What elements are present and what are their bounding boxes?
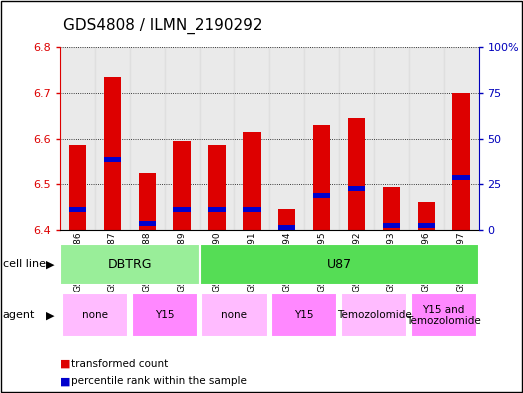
Bar: [348, 118, 365, 230]
Bar: [452, 93, 470, 230]
Bar: [417, 202, 435, 230]
Bar: [200, 244, 479, 285]
Bar: [200, 47, 234, 230]
Bar: [95, 47, 130, 230]
Text: U87: U87: [326, 258, 351, 271]
Bar: [208, 207, 226, 212]
Bar: [444, 47, 479, 230]
Bar: [62, 293, 128, 338]
Text: percentile rank within the sample: percentile rank within the sample: [71, 376, 246, 386]
Text: ■: ■: [60, 358, 71, 369]
Bar: [271, 293, 337, 338]
Bar: [374, 47, 409, 230]
Text: none: none: [221, 310, 247, 320]
Text: Temozolomide: Temozolomide: [337, 310, 411, 320]
Text: DBTRG: DBTRG: [108, 258, 152, 271]
Bar: [60, 244, 200, 285]
Bar: [383, 223, 400, 228]
Bar: [174, 207, 191, 212]
Bar: [243, 207, 260, 212]
Text: cell line: cell line: [3, 259, 46, 269]
Bar: [139, 173, 156, 230]
Bar: [132, 293, 198, 338]
Bar: [69, 145, 86, 230]
Bar: [269, 47, 304, 230]
Bar: [411, 293, 477, 338]
Bar: [339, 47, 374, 230]
Bar: [313, 193, 331, 198]
Bar: [130, 47, 165, 230]
Bar: [104, 156, 121, 162]
Bar: [304, 47, 339, 230]
Bar: [201, 293, 268, 338]
Bar: [278, 209, 295, 230]
Text: none: none: [82, 310, 108, 320]
Bar: [417, 223, 435, 228]
Bar: [278, 225, 295, 230]
Bar: [165, 47, 200, 230]
Text: transformed count: transformed count: [71, 358, 168, 369]
Text: ▶: ▶: [47, 259, 55, 269]
Bar: [234, 47, 269, 230]
Bar: [341, 293, 407, 338]
Text: ■: ■: [60, 376, 71, 386]
Text: Y15: Y15: [155, 310, 175, 320]
Bar: [60, 47, 95, 230]
Bar: [139, 220, 156, 226]
Bar: [174, 141, 191, 230]
Text: Y15 and
Temozolomide: Y15 and Temozolomide: [406, 305, 481, 326]
Bar: [69, 207, 86, 212]
Bar: [208, 145, 226, 230]
Bar: [348, 186, 365, 191]
Text: agent: agent: [3, 310, 35, 320]
Bar: [313, 125, 331, 230]
Bar: [409, 47, 444, 230]
Text: GDS4808 / ILMN_2190292: GDS4808 / ILMN_2190292: [63, 18, 262, 34]
Bar: [104, 77, 121, 230]
Bar: [243, 132, 260, 230]
Text: Y15: Y15: [294, 310, 314, 320]
Bar: [383, 187, 400, 230]
Bar: [452, 175, 470, 180]
Text: ▶: ▶: [47, 310, 55, 320]
